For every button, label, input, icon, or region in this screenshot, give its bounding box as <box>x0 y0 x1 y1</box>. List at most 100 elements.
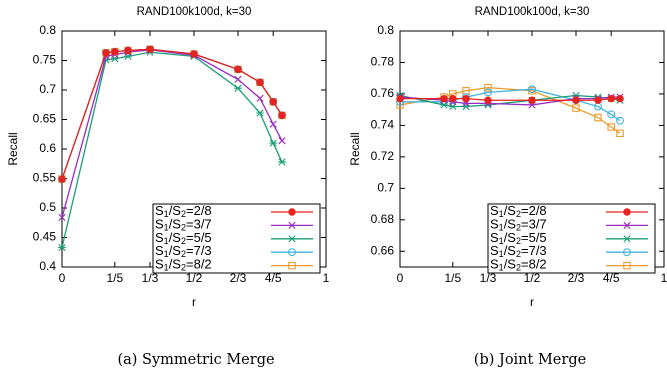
data-point <box>484 83 492 92</box>
x-tick-label: 1 <box>661 271 667 285</box>
x-tick-label: 4/5 <box>265 271 282 285</box>
y-tick-label: 0.75 <box>33 53 57 67</box>
series-1 <box>396 94 624 104</box>
series-2 <box>58 46 286 222</box>
legend-label: S1/S2=7/3 <box>155 244 212 260</box>
y-tick-label: 0.6 <box>39 141 56 155</box>
series-1 <box>58 45 286 183</box>
data-point <box>278 137 286 145</box>
data-point <box>528 96 536 104</box>
x-tick-label: 1/2 <box>186 271 203 285</box>
y-tick-label: 0.45 <box>33 230 57 244</box>
data-point <box>462 94 470 103</box>
x-tick-label: 2/3 <box>230 271 247 285</box>
series-line <box>61 48 283 180</box>
data-point <box>58 175 66 183</box>
x-tick-label: 1 <box>323 271 330 285</box>
x-tick-label: 2/3 <box>568 271 585 285</box>
data-point <box>594 96 602 104</box>
y-tick-label: 0.78 <box>371 55 395 69</box>
series-5 <box>396 83 624 138</box>
series-line <box>400 98 620 101</box>
chart-joint-merge: RAND100k100d, k=30 0 1/5 1/3 1/2 2/3 4/5 1 0.66 0… <box>348 6 667 368</box>
data-point <box>594 113 602 122</box>
data-point <box>234 84 242 92</box>
data-point <box>190 50 198 58</box>
y-tick-label: 0.66 <box>371 243 395 257</box>
y-tick-label: 0.7 <box>377 181 394 195</box>
data-point <box>449 94 457 103</box>
series-line <box>400 88 621 122</box>
legend-label: S1/S2=3/7 <box>155 217 212 233</box>
legend-label: S1/S2=2/8 <box>490 203 547 219</box>
legend-marker <box>288 235 296 243</box>
data-point <box>278 111 286 120</box>
data-point <box>396 94 404 103</box>
legend-marker <box>288 248 296 257</box>
y-tick-label: 0.76 <box>371 86 395 100</box>
legend-label: S1/S2=3/7 <box>490 217 547 233</box>
legend: S1/S2=2/8S1/S2=3/7S1/S2=5/5S1/S2=7/3S1/S… <box>487 203 656 274</box>
x-axis-label: r <box>530 295 534 309</box>
data-point <box>269 98 277 106</box>
data-point <box>572 96 580 104</box>
data-point <box>111 47 119 56</box>
data-point <box>234 65 242 74</box>
data-point <box>616 94 624 103</box>
data-point <box>484 96 492 104</box>
data-point <box>146 45 154 53</box>
x-tick-label: 0 <box>59 271 66 285</box>
data-point <box>607 123 615 131</box>
y-tick-label: 0.4 <box>39 259 56 273</box>
legend-marker <box>288 261 296 270</box>
data-point <box>256 94 264 102</box>
series-line <box>399 86 621 134</box>
y-tick-label: 0.8 <box>377 23 394 37</box>
data-point <box>278 158 286 166</box>
x-tick-label: 1/2 <box>524 271 541 285</box>
data-point <box>440 94 448 103</box>
y-tick-label: 0.55 <box>33 171 57 185</box>
legend-marker <box>623 235 631 243</box>
series-line <box>61 49 283 218</box>
x-tick-label: 1/3 <box>142 271 159 285</box>
legend: S1/S2=2/8S1/S2=3/7S1/S2=5/5S1/S2=7/3S1/S… <box>152 203 321 274</box>
data-point <box>234 75 242 83</box>
data-point <box>58 213 66 222</box>
series-line <box>399 94 621 108</box>
legend-marker <box>623 221 631 229</box>
data-point <box>616 129 624 138</box>
chart-symmetric-merge: RAND100k100d, k=30 0 1/5 1/3 1/2 2/3 4/5 1 0.4 0.… <box>6 6 329 368</box>
series-3 <box>396 91 624 111</box>
data-point <box>256 78 264 87</box>
x-tick-label: 1/3 <box>480 271 497 285</box>
y-tick-label: 0.68 <box>371 212 395 226</box>
y-tick-label: 0.65 <box>33 112 57 126</box>
legend-label: S1/S2=7/3 <box>490 244 547 260</box>
chart-title: RAND100k100d, k=30 <box>137 6 252 18</box>
data-point <box>607 94 615 103</box>
y-axis-label: Recall <box>6 132 20 165</box>
series-line <box>399 96 620 106</box>
figure-caption: (a) Symmetric Merge <box>117 352 274 368</box>
legend-label: S1/S2=8/2 <box>490 257 547 273</box>
data-point <box>269 120 277 128</box>
data-point <box>572 104 580 112</box>
series-4 <box>396 85 624 125</box>
data-point <box>484 88 492 97</box>
data-point <box>256 109 264 117</box>
data-point <box>124 46 132 55</box>
data-point <box>528 85 536 94</box>
data-point <box>58 243 66 252</box>
y-axis-label: Recall <box>348 132 362 165</box>
y-tick-label: 0.5 <box>39 200 56 214</box>
y-tick-label: 0.74 <box>371 118 395 132</box>
y-tick-label: 0.7 <box>39 82 56 96</box>
chart-title: RAND100k100d, k=30 <box>475 6 590 18</box>
x-tick-label: 4/5 <box>603 271 620 285</box>
legend-marker <box>623 208 631 216</box>
legend-marker <box>288 208 296 216</box>
legend-marker <box>623 261 631 270</box>
x-tick-label: 1/5 <box>444 271 461 285</box>
